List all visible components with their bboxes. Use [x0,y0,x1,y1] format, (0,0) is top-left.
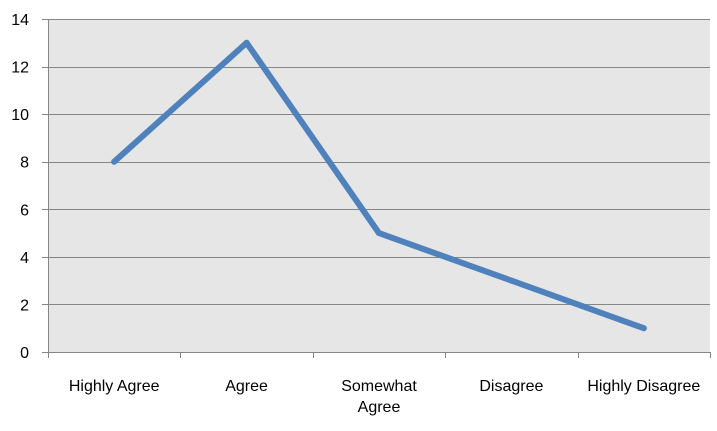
data-point [376,230,382,237]
data-point [508,277,515,284]
y-tick-label: 4 [20,250,29,267]
x-tick-label: Disagree [479,378,543,395]
data-point [243,39,250,46]
y-tick-label: 14 [11,12,29,29]
y-tick-label: 8 [20,155,29,172]
y-tick-label: 12 [11,60,29,77]
data-point [111,158,118,165]
x-tick-label: Agree [225,378,268,395]
y-tick-label: 0 [20,345,29,362]
x-tick-label: Highly Agree [69,378,160,395]
x-tick-label: Somewhat Agree [341,378,417,416]
y-tick-label: 2 [20,297,29,314]
x-tick-label: Highly Disagree [587,378,700,395]
y-tick-label: 6 [20,202,29,219]
y-axis-tick-labels: 0 2 4 6 8 10 12 14 [11,12,29,362]
y-tick-label: 10 [11,107,29,124]
data-point [640,325,647,332]
grid-lines [48,19,710,305]
axes [42,19,711,358]
plot-area-background [48,19,710,352]
x-axis-tick-labels: Highly Agree Agree Somewhat Agree Disagree Hi… [69,378,701,416]
series-lines [111,39,647,332]
